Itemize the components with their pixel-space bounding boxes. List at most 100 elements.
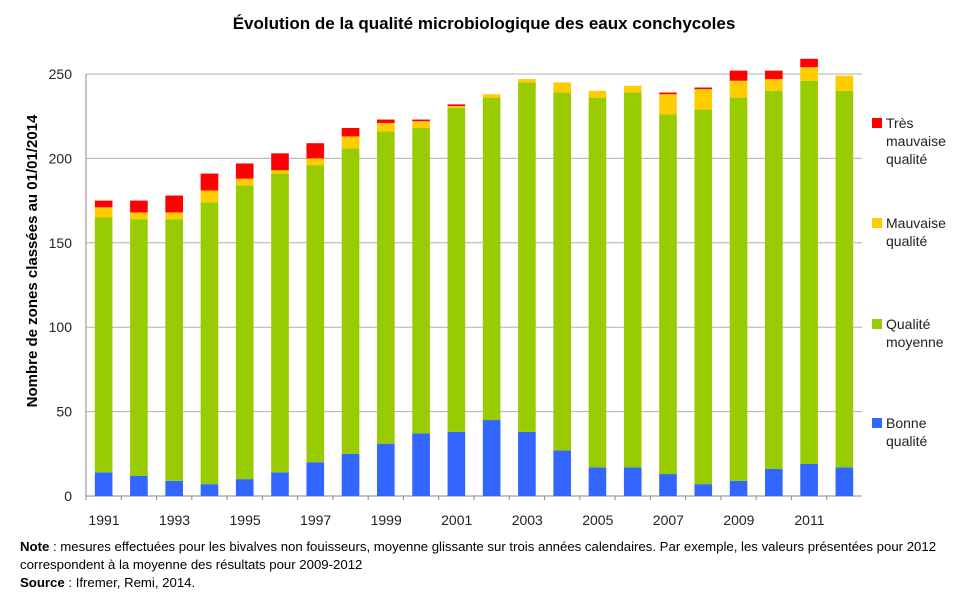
bar-segment xyxy=(623,92,642,468)
bar-segment xyxy=(800,58,818,68)
bar-segment xyxy=(447,107,466,432)
x-tick-label: 1999 xyxy=(371,512,402,528)
bar-segment xyxy=(306,462,325,496)
x-tick-label: 2005 xyxy=(582,512,613,528)
bar-segment xyxy=(623,85,642,93)
bar-segment xyxy=(235,479,254,496)
legend-label-line: Bonne xyxy=(886,415,927,431)
bar-segment xyxy=(659,92,677,95)
bar-segment xyxy=(341,453,360,496)
bar-segment xyxy=(765,468,783,496)
bar-segment xyxy=(412,433,430,496)
bar-segment xyxy=(165,219,183,481)
footnote: Note : mesures effectuées pour les bival… xyxy=(20,538,960,592)
legend-label-line: moyenne xyxy=(886,334,944,350)
chart-title: Évolution de la qualité microbiologique … xyxy=(232,14,736,33)
x-tick-label: 2001 xyxy=(441,512,472,528)
legend-label-line: mauvaise xyxy=(886,133,946,149)
legend-label-line: qualité xyxy=(886,233,928,249)
bar-segment xyxy=(800,80,818,464)
bar-segment xyxy=(729,480,748,496)
bar-segment xyxy=(341,128,360,137)
bar-segment xyxy=(765,70,783,80)
bar-segment xyxy=(588,97,607,468)
bar-segment xyxy=(482,420,501,496)
bar-segment xyxy=(659,474,677,496)
bar-segment xyxy=(447,106,466,108)
bar-segment xyxy=(800,67,818,81)
bar-segment xyxy=(94,472,113,496)
bar-segment xyxy=(800,463,818,496)
bar-segment xyxy=(271,173,289,473)
bar-segment xyxy=(200,202,219,485)
legend-label: Bonne qualité xyxy=(886,414,966,450)
x-tick-label: 1995 xyxy=(230,512,261,528)
bar-segment xyxy=(377,131,395,444)
bar-segment xyxy=(130,475,148,496)
bar-segment xyxy=(447,431,466,496)
bar-segment xyxy=(835,75,854,91)
y-tick-label: 100 xyxy=(49,319,73,335)
bar-segment xyxy=(729,80,748,98)
bar-segment xyxy=(94,217,113,473)
bar-segment xyxy=(200,190,219,203)
bar-segment xyxy=(553,92,571,451)
legend-label-line: Très xyxy=(886,115,914,131)
bar-segment xyxy=(412,119,430,122)
bar-segment xyxy=(130,212,148,220)
bar-segment xyxy=(306,143,325,159)
source-text: : Ifremer, Remi, 2014. xyxy=(64,575,196,590)
x-tick-label: 2007 xyxy=(653,512,684,528)
bar-segment xyxy=(482,97,501,421)
bar-segment xyxy=(271,472,289,496)
bar-segment xyxy=(235,185,254,480)
bar-segment xyxy=(623,467,642,496)
bar-segment xyxy=(130,219,148,476)
y-axis-label: Nombre de zones classées au 01/01/2014 xyxy=(24,114,41,407)
bar-segment xyxy=(94,207,113,218)
bar-segment xyxy=(306,165,325,463)
bar-segment xyxy=(518,431,536,496)
bar-segment xyxy=(729,97,748,481)
bar-segment xyxy=(729,70,748,81)
bar-segment xyxy=(341,136,360,149)
bar-segment xyxy=(165,480,183,496)
legend-label-line: qualité xyxy=(886,151,928,167)
bar-segment xyxy=(447,104,466,107)
legend-swatch xyxy=(872,218,882,228)
legend-swatch xyxy=(872,418,882,428)
bar-segment xyxy=(377,122,395,132)
bar-segment xyxy=(553,450,571,496)
legend-label-line: Qualité xyxy=(886,316,931,332)
bar-segment xyxy=(271,153,289,171)
bar-segment xyxy=(694,87,713,90)
y-tick-label: 250 xyxy=(49,66,73,82)
bar-segment xyxy=(235,178,254,186)
x-tick-label: 2011 xyxy=(794,512,824,528)
x-tick-label: 1991 xyxy=(88,512,119,528)
bar-segment xyxy=(694,89,713,110)
legend-swatch xyxy=(872,319,882,329)
legend-label: Mauvaise qualité xyxy=(886,214,966,250)
x-tick-label: 1993 xyxy=(159,512,190,528)
bar-segment xyxy=(553,82,571,93)
bar-segment xyxy=(588,467,607,496)
bar-segment xyxy=(306,158,325,166)
bar-segment xyxy=(341,148,360,454)
source-label: Source xyxy=(20,575,65,590)
bar-segment xyxy=(165,195,183,213)
bar-segment xyxy=(130,200,148,213)
bar-segment xyxy=(518,82,536,432)
bar-segment xyxy=(377,443,395,496)
bar-segment xyxy=(588,90,607,98)
legend-swatch xyxy=(872,118,882,128)
y-tick-label: 200 xyxy=(49,150,73,166)
x-tick-label: 2003 xyxy=(512,512,543,528)
legend-label-line: qualité xyxy=(886,433,928,449)
bar-segment xyxy=(412,128,430,434)
legend-label: Qualité moyenne xyxy=(886,315,966,351)
bar-segment xyxy=(694,109,713,485)
x-tick-label: 1997 xyxy=(300,512,331,528)
bar-segment xyxy=(765,79,783,91)
note-text: : mesures effectuées pour les bivalves n… xyxy=(20,539,937,572)
